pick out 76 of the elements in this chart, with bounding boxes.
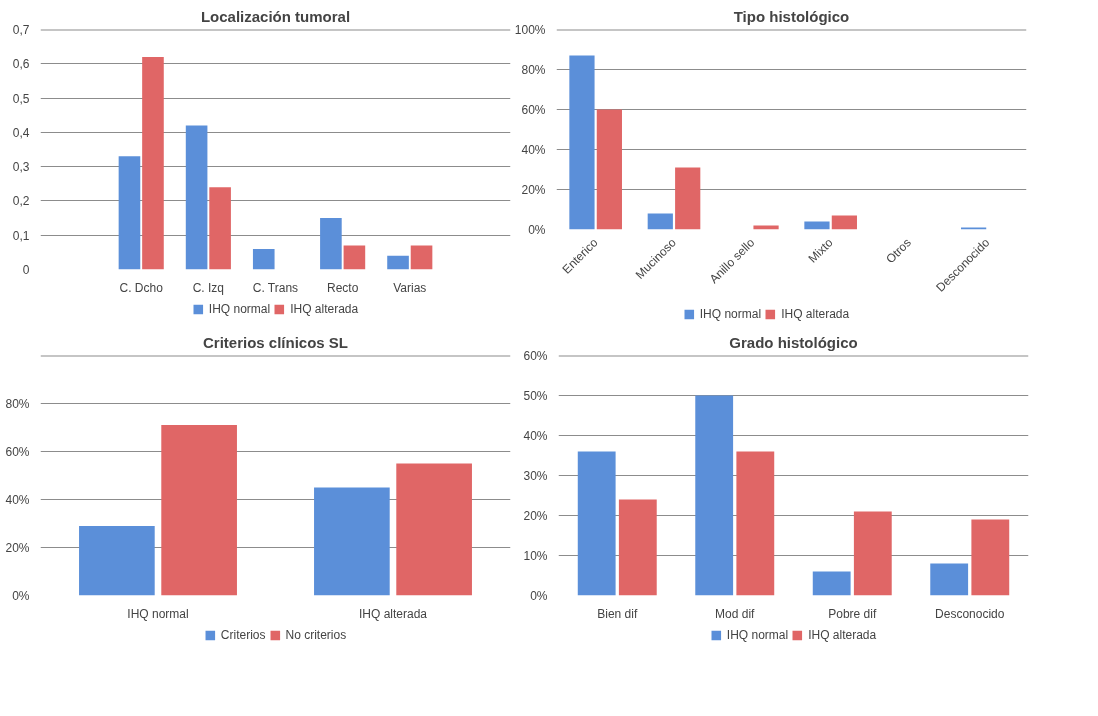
y-tick-label: 60% [5,444,30,459]
y-tick-label: 20% [5,540,30,555]
x-tick-label: C. Izq [192,280,225,295]
bar [185,125,208,270]
x-tick-label: Bien dif [597,606,638,621]
chart-title: Tipo histológico [733,7,850,25]
bar [118,156,141,270]
y-tick-label: 0,6 [12,57,30,72]
bar [618,499,657,596]
x-tick-label: C. Trans [252,280,299,295]
legend-label: IHQ alterada [290,302,359,316]
y-tick-label: 0% [530,588,548,603]
bar [314,487,390,596]
bar [569,55,595,230]
bar [320,218,342,270]
x-tick-label: Mod dif [715,606,756,621]
y-tick-label: 40% [5,492,30,507]
y-tick-label: 0,7 [12,23,30,37]
bar [577,451,616,596]
bar [596,109,622,230]
bar [79,525,155,596]
x-tick-label: IHQ alterada [358,606,428,621]
y-tick-label: 100% [514,22,546,37]
y-tick-label: 0,2 [12,194,30,209]
y-tick-label: 20% [521,182,546,197]
x-tick-label: Desconocido [935,606,1005,621]
chart-title: Localización tumoral [200,7,351,25]
y-tick-label: 0 [22,263,30,277]
legend-label: IHQ alterada [808,628,877,642]
y-tick-label: 60% [523,348,548,363]
bar [161,425,237,596]
bar [804,221,830,230]
bar [853,511,892,596]
legend-label: IHQ normal [726,628,789,642]
legend-label: IHQ normal [699,307,762,321]
chart-title: Grado histológico [729,333,858,351]
y-tick-label: 0,4 [12,125,30,140]
y-tick-label: 0,5 [12,91,30,106]
y-tick-label: 60% [521,102,546,117]
y-tick-label: 50% [523,388,548,403]
y-tick-label: 0% [528,222,546,237]
x-tick-label: Recto [326,280,359,295]
bar [387,255,409,270]
bar [647,213,673,230]
bar [343,245,366,270]
y-tick-label: 0,1 [12,228,30,243]
bar [971,519,1010,596]
y-tick-label: 80% [5,396,30,411]
y-tick-label: 40% [521,142,546,157]
y-tick-label: 40% [523,428,548,443]
bar [930,563,969,596]
legend-label: Criterios [220,628,266,642]
y-tick-label: 30% [523,468,548,483]
bar [209,187,231,270]
bar [831,215,857,230]
bar [695,395,734,596]
bar [410,245,433,270]
x-tick-label: Pobre dif [828,606,877,621]
y-tick-label: 0,3 [12,160,30,175]
bar [675,167,701,230]
bar [142,56,164,270]
y-tick-label: 10% [523,548,548,563]
bar [736,451,775,596]
y-tick-label: 80% [521,62,546,77]
x-tick-label: Varias [393,280,427,295]
x-tick-label: C. Dcho [119,280,164,295]
bar [252,248,275,270]
bar [396,463,472,596]
y-tick-label: 0% [12,588,30,603]
legend-label: No criterios [285,628,347,642]
x-tick-label: IHQ normal [127,606,189,621]
legend-label: IHQ normal [208,302,271,316]
y-tick-label: 20% [523,508,548,523]
bar [812,571,851,596]
chart-title: Criterios clínicos SL [202,333,349,351]
legend-label: IHQ alterada [781,307,850,321]
